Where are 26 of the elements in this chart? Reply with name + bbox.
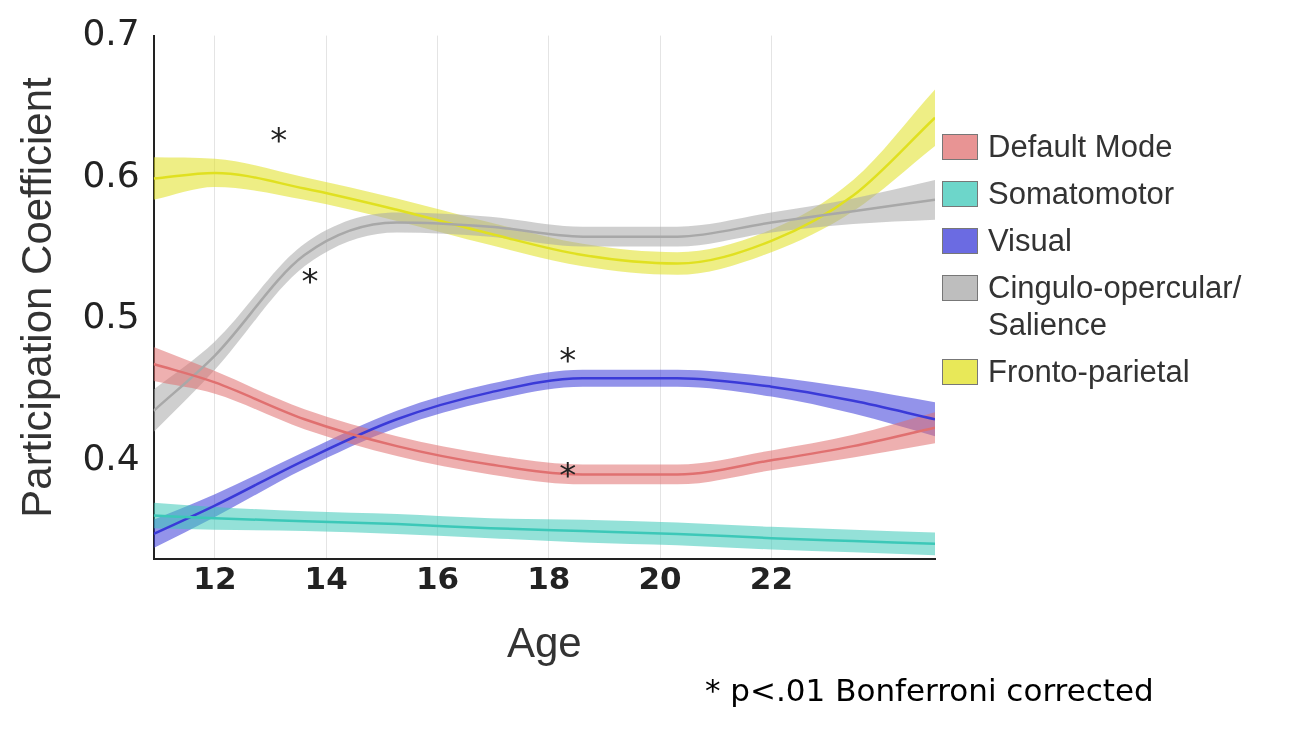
x-tick-label: 16 <box>415 560 460 597</box>
x-tick-label: 14 <box>304 560 348 597</box>
y-axis-title: Participation Coefficient <box>12 76 60 518</box>
x-axis-title: Age <box>506 619 582 667</box>
annotation: * <box>301 261 319 302</box>
y-tick-label: 0.6 <box>82 153 140 195</box>
x-tick-label: 22 <box>749 560 793 597</box>
annotation: * <box>270 119 288 160</box>
line-series <box>153 116 935 265</box>
line-series <box>153 198 935 412</box>
x-tick-label: 18 <box>527 560 571 597</box>
x-tick-label: 20 <box>638 560 682 597</box>
legend-label: Visual <box>988 222 1073 259</box>
annotation: * <box>559 339 577 380</box>
line-series <box>153 362 935 476</box>
x-tick-label: 12 <box>193 560 237 597</box>
legend-label: Fronto-parietal <box>988 353 1191 390</box>
line-series <box>153 514 935 546</box>
text: * p<.01 Bonferroni corrected <box>705 672 1154 708</box>
y-tick-label: 0.5 <box>82 295 140 337</box>
legend-label: Somatomotor <box>988 175 1176 212</box>
y-tick-label: 0.7 <box>82 11 140 53</box>
annotation: * <box>559 455 577 496</box>
y-tick-label: 0.4 <box>82 436 140 478</box>
legend-label: Cingulo-opercular/ Salience <box>988 269 1243 343</box>
legend-label: Default Mode <box>988 128 1174 165</box>
